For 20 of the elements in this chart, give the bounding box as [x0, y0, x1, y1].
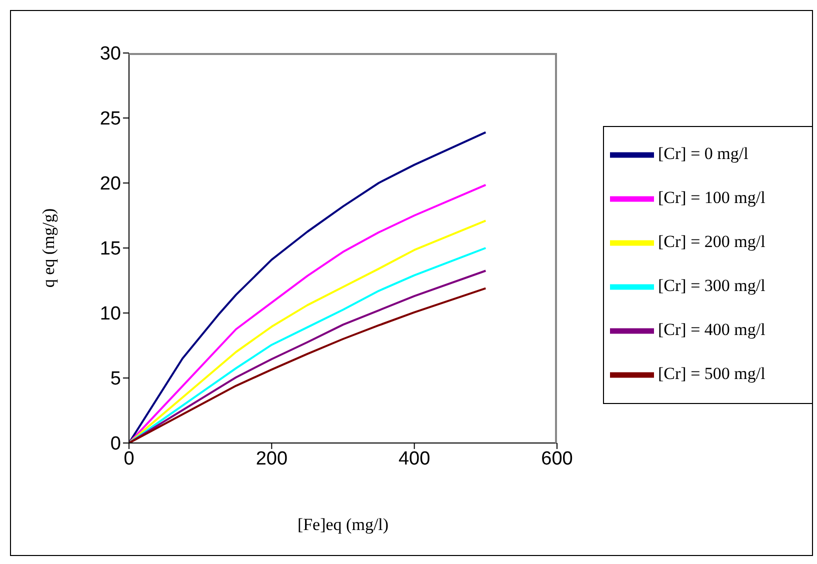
y-tick-label: 25 [100, 108, 121, 130]
x-tick-label: 400 [398, 448, 430, 470]
y-tick-label: 30 [100, 44, 121, 65]
x-axis-title: [Fe]eq (mg/l) [297, 515, 389, 534]
legend-label: [Cr] = 100 mg/l [658, 188, 766, 207]
y-tick-label: 20 [100, 174, 121, 195]
y-tick-label: 0 [110, 434, 121, 455]
legend-label: [Cr] = 200 mg/l [658, 232, 766, 251]
y-tick-label: 5 [110, 368, 121, 390]
legend-label: [Cr] = 500 mg/l [658, 364, 766, 383]
x-tick-label: 600 [541, 448, 573, 470]
legend-label: [Cr] = 300 mg/l [658, 276, 766, 295]
y-tick-label: 10 [100, 304, 121, 325]
y-axis-title: q eq (mg/g) [39, 208, 58, 288]
legend-label: [Cr] = 0 mg/l [658, 144, 748, 163]
y-tick-label: 15 [100, 238, 121, 260]
legend-label: [Cr] = 400 mg/l [658, 320, 766, 339]
line-series [129, 131, 487, 443]
x-tick-label: 200 [256, 448, 288, 470]
x-tick-label: 0 [124, 448, 134, 470]
